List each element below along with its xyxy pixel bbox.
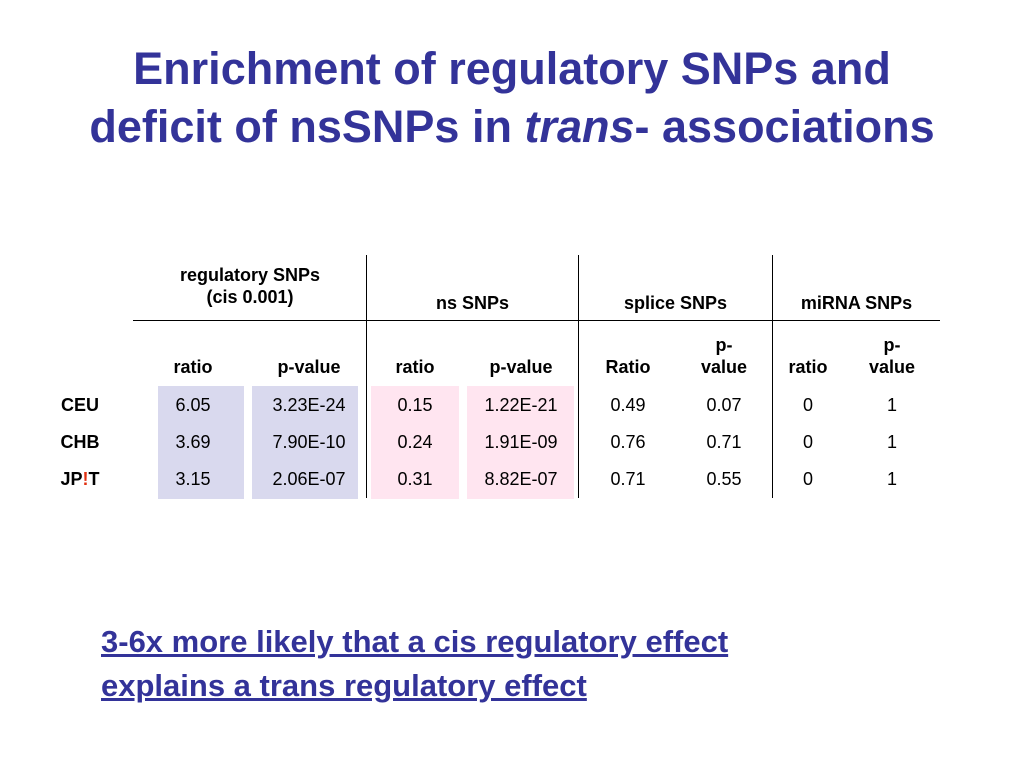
table-cell: 0 (802, 469, 813, 489)
table-cell: 0.71 (610, 469, 646, 489)
table-cell: 0.49 (610, 395, 646, 415)
regulatory-pvalue-shade (252, 386, 358, 499)
table-cell: 1.22E-21 (484, 395, 558, 415)
group-header-splice: splice SNPs (623, 293, 728, 313)
subheader-splice-pvalue: p- value (684, 334, 764, 378)
row-label-ceu: CEU (60, 395, 99, 415)
table-cell: 8.82E-07 (484, 469, 558, 489)
subheader-ns-ratio: ratio (395, 357, 435, 377)
conclusion-line-1: 3-6x more likely that a cis regulatory e… (101, 624, 729, 659)
table-cell: 0.31 (397, 469, 433, 489)
table-cell: 0.55 (706, 469, 742, 489)
conclusion-line-2: explains a trans regulatory effect (101, 668, 587, 703)
row-label-chb: CHB (60, 432, 100, 452)
row-label-jpt: JP!T (50, 468, 110, 490)
header-rule (133, 320, 940, 321)
group-header-ns: ns SNPs (435, 293, 510, 313)
table-cell: 2.06E-07 (272, 469, 346, 489)
regulatory-ratio-shade (158, 386, 244, 499)
table-cell: 1 (886, 469, 897, 489)
table-cell: 7.90E-10 (272, 432, 346, 452)
table-cell: 0.07 (706, 395, 742, 415)
ns-pvalue-shade (467, 386, 574, 499)
divider-2 (578, 255, 579, 498)
divider-1 (366, 255, 367, 498)
table-cell: 0 (802, 395, 813, 415)
title-line-2-end: - associations (634, 101, 935, 152)
table-cell: 0.15 (397, 395, 433, 415)
table-cell: 0.24 (397, 432, 433, 452)
title-line-2: deficit of nsSNPs in trans- associations (0, 98, 1024, 156)
subheader-regulatory-ratio: ratio (173, 357, 213, 377)
slide-title: Enrichment of regulatory SNPs and defici… (0, 40, 1024, 156)
table-cell: 1.91E-09 (484, 432, 558, 452)
subheader-mirna-pvalue-line-1: p- (883, 335, 901, 355)
subheader-splice-pvalue-line-1: p- (715, 335, 733, 355)
table-cell: 3.69 (175, 432, 211, 452)
table-cell: 0.71 (706, 432, 742, 452)
table-cell: 0.76 (610, 432, 646, 452)
table-cell: 1 (886, 432, 897, 452)
group-header-regulatory-line-2: (cis 0.001) (206, 287, 294, 307)
title-line-2-start: deficit of nsSNPs in (89, 101, 525, 152)
subheader-mirna-pvalue: p- value (852, 334, 932, 378)
group-header-regulatory: regulatory SNPs (cis 0.001) (134, 264, 366, 308)
ns-ratio-shade (371, 386, 459, 499)
subheader-regulatory-pvalue: p-value (277, 357, 341, 377)
row-label-jpt-end: T (88, 469, 100, 489)
row-label-jpt-mark: ! (82, 469, 89, 489)
subheader-splice-pvalue-line-2: value (700, 357, 748, 377)
title-line-1: Enrichment of regulatory SNPs and (133, 43, 891, 94)
group-header-mirna: miRNA SNPs (800, 293, 913, 313)
table-cell: 1 (886, 395, 897, 415)
row-label-jpt-start: JP (60, 469, 83, 489)
subheader-mirna-ratio: ratio (788, 357, 828, 377)
divider-3 (772, 255, 773, 498)
subheader-splice-ratio: Ratio (605, 357, 651, 377)
table-cell: 3.15 (175, 469, 211, 489)
table-cell: 3.23E-24 (272, 395, 346, 415)
table-cell: 0 (802, 432, 813, 452)
group-header-regulatory-line-1: regulatory SNPs (179, 265, 321, 285)
subheader-ns-pvalue: p-value (489, 357, 553, 377)
table-cell: 6.05 (175, 395, 211, 415)
title-line-2-italic: trans (524, 101, 635, 152)
subheader-mirna-pvalue-line-2: value (868, 357, 916, 377)
conclusion-text: 3-6x more likely that a cis regulatory e… (101, 620, 981, 708)
